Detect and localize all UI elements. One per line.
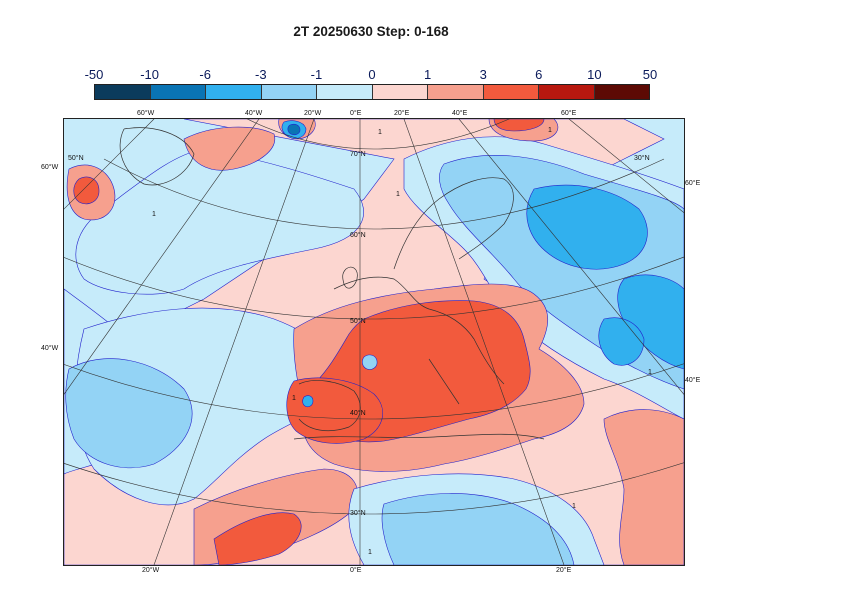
colorbar-segment xyxy=(372,85,428,99)
coast-italy xyxy=(428,358,460,405)
parallel-60n xyxy=(103,158,665,230)
lon-label-right-60e: 60°E xyxy=(685,180,701,187)
graticule xyxy=(64,119,684,565)
parallel-30n xyxy=(64,462,684,515)
field-cold-strong-spot-2 xyxy=(302,395,314,408)
lon-label-top-20w: 20°W xyxy=(304,110,322,117)
colorbar-segment xyxy=(150,85,206,99)
lon-label-right-40e: 40°E xyxy=(685,377,701,384)
field-warm-mid-africa-e xyxy=(603,409,684,565)
lon-label-bottom-20w: 20°W xyxy=(142,567,160,574)
field-warm-strong-iberia xyxy=(286,377,383,444)
lon-label-top-60e: 60°E xyxy=(561,110,577,117)
colorbar-tick-label: 1 xyxy=(423,67,432,82)
field-cold-strong-se xyxy=(598,317,645,366)
contour-label: 1 xyxy=(292,395,296,402)
colorbar-tick-label: 0 xyxy=(368,67,376,82)
coast-iberia xyxy=(298,380,361,432)
lon-label-top-20e: 20°E xyxy=(394,110,410,117)
field-cold-verystrong-arctic xyxy=(287,123,301,136)
field-warm-mid-greenland xyxy=(183,126,276,171)
meridian-20e xyxy=(403,119,565,565)
field-warm-strong-n xyxy=(493,119,545,132)
field-cold-mid-atlantic xyxy=(65,358,193,469)
colorbar-segment xyxy=(539,85,595,99)
meridian-60w xyxy=(64,119,155,210)
contour-label: 1 xyxy=(368,549,372,556)
contour-label: 1 xyxy=(152,211,156,218)
lat-label-30n: 30°N xyxy=(350,510,366,517)
lon-label-top-40w: 40°W xyxy=(245,110,263,117)
contour-label: 1 xyxy=(572,503,576,510)
parallel-70n xyxy=(246,119,510,150)
lat-label-30n-east: 30°N xyxy=(634,155,650,162)
colorbar-tick-label: 50 xyxy=(642,67,658,82)
colorbar-segment xyxy=(95,85,151,99)
lon-label-bottom-0e: 0°E xyxy=(350,567,362,574)
colorbar-tick-label: -10 xyxy=(140,67,159,82)
colorbar-tick-label: -3 xyxy=(255,67,267,82)
colorbar-segment xyxy=(483,85,539,99)
coast-uk xyxy=(342,266,358,289)
colorbar-segment xyxy=(428,85,484,99)
colorbar xyxy=(94,84,650,100)
field-cold-mid-spot-1 xyxy=(362,354,378,370)
colorbar-tick-label: 6 xyxy=(535,67,543,82)
coast-greenland xyxy=(119,127,195,186)
lon-label-left-60w: 60°W xyxy=(41,164,59,171)
meridian-20w xyxy=(153,119,315,565)
lon-label-left-40w: 40°W xyxy=(41,345,59,352)
coastlines xyxy=(119,127,545,440)
parallel-50n xyxy=(64,256,684,320)
field-cold-strong-russia xyxy=(526,184,648,270)
colorbar-tick-label: -1 xyxy=(310,67,323,82)
coast-europe xyxy=(333,276,505,385)
meridian-60e xyxy=(568,119,684,214)
coast-africa xyxy=(293,433,545,440)
parallel-40n xyxy=(64,363,684,420)
contour-label: 1 xyxy=(396,191,400,198)
lon-label-top-0e: 0°E xyxy=(350,110,362,117)
map-canvas xyxy=(64,119,684,565)
meridian-40e xyxy=(458,119,684,395)
field-cold-strong-east xyxy=(617,274,684,370)
colorbar-tick-label: 10 xyxy=(587,67,602,82)
lat-label-40n: 40°N xyxy=(350,410,366,417)
contour-label: 1 xyxy=(378,129,382,136)
colorbar-segment xyxy=(261,85,317,99)
lon-label-top-40e: 40°E xyxy=(452,110,468,117)
field-cold-mid-sahara xyxy=(381,493,575,565)
contour-label: 1 xyxy=(648,369,652,376)
colorbar-segment xyxy=(317,85,373,99)
lat-label-50n: 50°N xyxy=(350,318,366,325)
lat-label-50n-west: 50°N xyxy=(68,155,84,162)
field-warm-strong-nw xyxy=(73,176,100,205)
field-warm-strong-africa-w xyxy=(213,512,302,565)
colorbar-tick-label: 3 xyxy=(479,67,487,82)
colorbar-tick-label: -6 xyxy=(199,67,211,82)
lon-label-top-60w: 60°W xyxy=(137,110,155,117)
lat-label-70n: 70°N xyxy=(350,151,366,158)
lon-label-bottom-20e: 20°E xyxy=(556,567,572,574)
map-panel: 70°N 60°N 50°N 40°N 30°N 50°N 30°N 1 1 1… xyxy=(63,118,685,566)
colorbar-segment xyxy=(206,85,262,99)
colorbar-segment xyxy=(594,85,649,99)
coast-scandinavia xyxy=(393,177,514,270)
contour-label: 1 xyxy=(548,127,552,134)
lat-label-60n: 60°N xyxy=(350,232,366,239)
map-title: 2T 20250630 Step: 0-168 xyxy=(293,24,449,39)
colorbar-tick-label: -50 xyxy=(84,67,104,82)
meridian-40w xyxy=(64,119,260,395)
